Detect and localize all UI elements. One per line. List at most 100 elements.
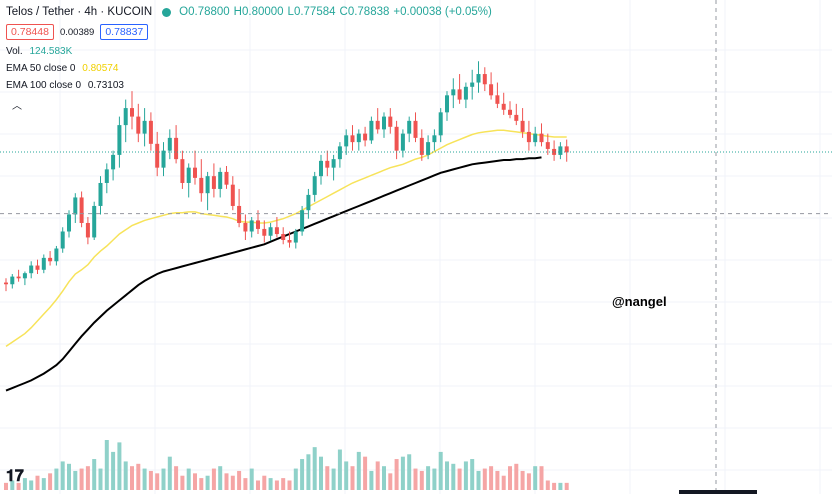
candle-body <box>356 133 361 143</box>
volume-bar <box>388 473 393 490</box>
volume-bar <box>495 470 500 490</box>
buy-price-button[interactable]: 0.78837 <box>100 24 149 40</box>
candlesticks <box>4 61 569 292</box>
ohlc-change: +0.00038 (+0.05%) <box>393 6 492 18</box>
candle <box>142 108 147 147</box>
candle-body <box>476 74 481 83</box>
candle <box>224 165 229 189</box>
candle-body <box>293 231 298 243</box>
volume-legend[interactable]: Vol. 124.583K <box>6 46 72 57</box>
volume-bar <box>300 459 305 490</box>
ema50-line <box>5 129 567 348</box>
candle <box>388 108 393 134</box>
candle <box>199 159 204 202</box>
candle-body <box>432 135 437 143</box>
volume-bar <box>41 478 46 490</box>
candle <box>319 154 323 185</box>
candle-body <box>426 142 431 155</box>
candle <box>526 120 531 151</box>
candle <box>539 123 544 147</box>
candle-body <box>60 231 65 249</box>
volume-bar <box>312 447 317 490</box>
candle <box>136 103 141 143</box>
candle <box>432 129 437 151</box>
ema100-value: 0.73103 <box>87 80 124 91</box>
ema100-legend[interactable]: EMA 100 close 0 0.73103 <box>6 80 124 91</box>
volume-bar <box>419 470 424 490</box>
candle-body <box>230 184 235 206</box>
volume-bar <box>205 475 210 490</box>
candle <box>545 133 550 155</box>
candle <box>155 131 160 177</box>
volume-bar <box>92 459 97 490</box>
candle <box>193 150 197 185</box>
candle-body <box>161 150 166 168</box>
candle-body <box>262 228 267 236</box>
candle <box>54 245 59 266</box>
candle <box>476 61 481 93</box>
volume-bar <box>382 466 386 490</box>
volume-bar <box>186 468 191 490</box>
candle <box>10 274 15 289</box>
volume-bar <box>558 482 563 490</box>
ohlc-open: O0.78800 <box>179 6 230 18</box>
candle-body <box>287 240 292 243</box>
candle <box>85 217 90 245</box>
volume-bar <box>413 468 418 490</box>
volume-bar <box>539 466 544 490</box>
candle <box>508 101 512 119</box>
candle-body <box>463 86 468 100</box>
volume-bar <box>331 468 336 490</box>
candle <box>243 214 248 240</box>
candle <box>29 261 34 279</box>
candle <box>4 278 8 292</box>
candle-body <box>451 89 456 96</box>
candle-body <box>167 137 172 151</box>
candle <box>148 112 153 151</box>
candle <box>60 227 65 253</box>
candle-body <box>438 112 443 136</box>
candle <box>419 129 424 161</box>
volume-bar <box>356 451 361 490</box>
ema50-legend[interactable]: EMA 50 close 0 0.80574 <box>6 63 118 74</box>
candle <box>369 116 374 144</box>
candle <box>463 82 468 109</box>
candle <box>249 217 254 238</box>
volume-bar <box>287 480 292 490</box>
candle-body <box>268 227 273 236</box>
volume-bar <box>375 461 380 490</box>
volume-bar <box>350 466 355 490</box>
candle <box>98 176 103 215</box>
volume-bar <box>520 470 525 490</box>
candle <box>262 220 267 243</box>
candle <box>104 163 109 194</box>
candle <box>79 191 84 228</box>
ohlc-high: H0.80000 <box>233 6 284 18</box>
candle-body <box>281 234 286 240</box>
volume-bar <box>193 473 197 490</box>
collapse-legend-icon[interactable]: ︿ <box>12 101 22 112</box>
volume-bar <box>136 463 141 490</box>
symbol-title[interactable]: Telos / Tether · 4h · KUCOIN <box>6 6 153 18</box>
volume-bar <box>274 480 279 490</box>
trade-quote-row: 0.78448 0.00389 0.78837 <box>6 24 149 40</box>
candle <box>274 217 279 238</box>
tradingview-logo-icon[interactable]: 𝟏𝟕 <box>6 468 24 485</box>
candle <box>564 139 569 162</box>
volume-bar <box>161 468 166 490</box>
sell-price-button[interactable]: 0.78448 <box>6 24 54 40</box>
volume-bar <box>552 482 557 490</box>
candle <box>205 171 210 211</box>
candle-body <box>508 109 512 115</box>
candle-body <box>29 265 34 274</box>
volume-bar <box>211 468 216 490</box>
candle <box>552 140 557 161</box>
candle <box>300 205 305 236</box>
volume-bar <box>268 478 273 490</box>
candle <box>123 99 128 143</box>
candle <box>92 201 97 240</box>
ohlc-low: L0.77584 <box>287 6 336 18</box>
volume-bar <box>79 468 84 490</box>
volume-bar <box>67 463 71 490</box>
